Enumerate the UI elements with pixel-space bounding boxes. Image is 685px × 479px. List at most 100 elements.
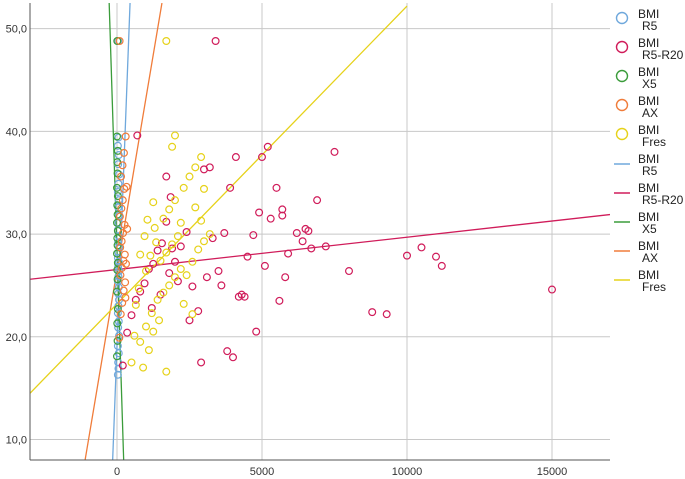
legend-label: BMI [638, 152, 659, 166]
data-point-bmi-r5-r20 [127, 311, 136, 320]
data-point-bmi-r5-r20 [263, 142, 272, 151]
data-point-bmi-r5 [113, 187, 122, 196]
data-point-bmi-fres [197, 216, 206, 225]
data-point-bmi-fres [144, 346, 153, 355]
data-point-bmi-r5-r20 [321, 242, 330, 251]
data-point-bmi-r5-r20 [417, 243, 426, 252]
data-point-bmi-ax [118, 196, 127, 205]
data-point-bmi-fres [171, 196, 180, 205]
data-point-bmi-r5-r20 [252, 327, 261, 336]
data-point-bmi-fres [149, 327, 158, 336]
data-point-bmi-fres [200, 184, 209, 193]
legend-label: Fres [642, 280, 666, 294]
data-point-bmi-ax [119, 286, 128, 295]
data-point-bmi-r5-r20 [243, 252, 252, 261]
data-point-bmi-fres [136, 250, 145, 259]
legend-marker-bmi-r5-r20 [615, 40, 629, 54]
data-point-bmi-ax [120, 250, 129, 259]
data-point-bmi-r5-r20 [217, 281, 226, 290]
data-point-bmi-fres [165, 205, 174, 214]
legend-marker-bmi-x5 [615, 69, 629, 83]
data-point-bmi-x5 [113, 210, 122, 219]
data-point-bmi-r5 [114, 317, 123, 326]
data-point-bmi-r5-r20 [382, 310, 391, 319]
data-point-bmi-fres [173, 232, 182, 241]
x-tick-label: 10000 [392, 466, 423, 478]
data-point-bmi-r5 [113, 342, 122, 351]
fit-line-bmi-fres [30, 5, 408, 394]
data-point-bmi-fres [155, 316, 164, 325]
fit-line-bmi-r5-r20 [30, 213, 610, 280]
y-tick-label: 10,0 [6, 434, 27, 446]
data-point-bmi-fres [188, 257, 197, 266]
data-point-bmi-ax [116, 310, 125, 319]
data-point-bmi-r5-r20 [147, 304, 156, 313]
x-tick-label: 15000 [537, 466, 568, 478]
data-point-bmi-r5-r20 [255, 208, 264, 217]
data-point-bmi-r5-r20 [185, 316, 194, 325]
legend-label: BMI [638, 65, 659, 79]
data-point-bmi-fres [168, 142, 177, 151]
data-point-bmi-fres [171, 273, 180, 282]
data-point-bmi-ax [121, 132, 130, 141]
legend-label: R5 [642, 164, 658, 178]
data-point-bmi-r5 [113, 141, 122, 150]
legend-label: X5 [642, 77, 657, 91]
data-point-bmi-r5-r20 [123, 328, 132, 337]
data-point-bmi-r5 [114, 323, 123, 332]
legend-label: BMI [638, 181, 659, 195]
legend-marker-bmi-fres [615, 127, 629, 141]
data-point-bmi-fres [205, 230, 214, 239]
data-point-bmi-r5-r20 [292, 229, 301, 238]
data-point-bmi-r5-r20 [272, 183, 281, 192]
data-point-bmi-r5 [115, 211, 124, 220]
data-point-bmi-r5-r20 [345, 267, 354, 276]
data-point-bmi-r5-r20 [368, 308, 377, 317]
legend-label: BMI [638, 123, 659, 137]
data-point-bmi-r5 [114, 196, 123, 205]
data-point-bmi-fres [162, 248, 171, 257]
data-point-bmi-fres [131, 300, 140, 309]
data-point-bmi-r5-r20 [403, 251, 412, 260]
data-point-bmi-ax [115, 36, 124, 45]
data-point-bmi-r5 [114, 257, 123, 266]
data-point-bmi-fres [134, 284, 143, 293]
data-point-bmi-fres [162, 36, 171, 45]
legend-label: AX [642, 106, 658, 120]
data-point-bmi-ax [121, 259, 130, 268]
data-point-bmi-r5-r20 [266, 214, 275, 223]
legend-label: R5-R20 [642, 48, 684, 62]
data-point-bmi-r5-r20 [214, 267, 223, 276]
data-point-bmi-r5-r20 [149, 259, 158, 268]
data-point-bmi-r5-r20 [165, 269, 174, 278]
data-point-bmi-fres [159, 214, 168, 223]
data-point-bmi-fres [182, 271, 191, 280]
legend-label: BMI [638, 210, 659, 224]
data-point-bmi-x5 [112, 132, 121, 141]
legend-label: R5-R20 [642, 193, 684, 207]
data-point-bmi-ax [117, 237, 126, 246]
data-point-bmi-ax [117, 204, 126, 213]
y-tick-label: 40,0 [6, 126, 27, 138]
data-point-bmi-fres [146, 251, 155, 260]
y-tick-label: 20,0 [6, 332, 27, 344]
legend-label: R5 [642, 19, 658, 33]
data-point-bmi-r5-r20 [281, 273, 290, 282]
y-tick-label: 50,0 [6, 24, 27, 36]
data-point-bmi-fres [179, 183, 188, 192]
data-point-bmi-fres [127, 358, 136, 367]
legend-label: BMI [638, 7, 659, 21]
data-point-bmi-r5-r20 [278, 211, 287, 220]
data-point-bmi-r5-r20 [330, 147, 339, 156]
data-point-bmi-x5 [112, 249, 121, 258]
data-point-bmi-r5-r20 [220, 229, 229, 238]
data-point-bmi-r5 [113, 370, 122, 379]
legend-label: Fres [642, 135, 666, 149]
data-point-bmi-fres [130, 331, 139, 340]
data-point-bmi-r5-r20 [182, 228, 191, 237]
data-point-bmi-r5 [114, 238, 123, 247]
data-point-bmi-fres [156, 256, 165, 265]
data-point-bmi-ax [123, 224, 132, 233]
data-point-bmi-fres [149, 198, 158, 207]
data-point-bmi-r5-r20 [176, 242, 185, 251]
